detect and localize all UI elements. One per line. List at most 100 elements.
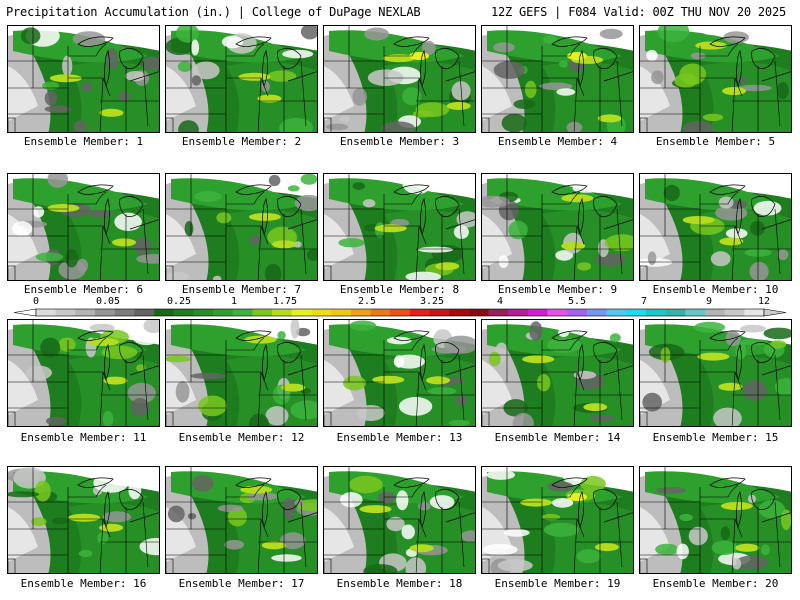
- colorbar-swatches: [13, 308, 787, 317]
- ensemble-map-panel: [165, 173, 318, 281]
- colorbar-swatch: [468, 309, 489, 316]
- ensemble-member-label: Ensemble Member: 18: [336, 577, 463, 590]
- precip-map: [8, 26, 159, 132]
- ensemble-member-label: Ensemble Member: 16: [20, 577, 147, 590]
- ensemble-map-panel: [7, 25, 160, 133]
- colorbar-swatch: [744, 309, 765, 316]
- ensemble-map-panel: [165, 319, 318, 427]
- ensemble-member-label: Ensemble Member: 8: [339, 283, 460, 296]
- colorbar-swatch: [665, 309, 686, 316]
- precip-map: [166, 26, 317, 132]
- ensemble-member-label: Ensemble Member: 2: [181, 135, 302, 148]
- ensemble-member-label: Ensemble Member: 12: [178, 431, 305, 444]
- precip-map: [640, 467, 791, 573]
- ensemble-map-panel: [7, 173, 160, 281]
- model-run-info: 12Z GEFS | F084 Valid: 00Z THU NOV 20 20…: [490, 5, 786, 19]
- precip-map: [166, 467, 317, 573]
- colorbar-swatch: [291, 309, 312, 316]
- colorbar-tick-label: 12: [757, 296, 771, 307]
- colorbar-swatch: [272, 309, 293, 316]
- precip-map: [482, 467, 633, 573]
- ensemble-member-label: Ensemble Member: 13: [336, 431, 463, 444]
- ensemble-member-label: Ensemble Member: 17: [178, 577, 305, 590]
- colorbar-tick-label: 2.5: [357, 296, 377, 307]
- colorbar-swatch: [173, 309, 194, 316]
- ensemble-map-panel: [7, 466, 160, 574]
- colorbar-swatch: [409, 309, 430, 316]
- ensemble-member-label: Ensemble Member: 9: [497, 283, 618, 296]
- ensemble-member-label: Ensemble Member: 7: [181, 283, 302, 296]
- precip-map: [166, 174, 317, 280]
- ensemble-map-panel: [481, 25, 634, 133]
- colorbar-tick-label: 0.05: [95, 296, 121, 307]
- colorbar-swatch: [567, 309, 588, 316]
- colorbar-swatch: [586, 309, 607, 316]
- precip-map: [482, 26, 633, 132]
- ensemble-member-label: Ensemble Member: 3: [339, 135, 460, 148]
- chart-title: Precipitation Accumulation (in.) | Colle…: [6, 5, 421, 19]
- colorbar-swatch: [311, 309, 332, 316]
- precip-map: [8, 320, 159, 426]
- ensemble-map-panel: [481, 173, 634, 281]
- colorbar-swatch: [252, 309, 273, 316]
- colorbar-tick-label: 3.25: [419, 296, 445, 307]
- colorbar-swatch: [606, 309, 627, 316]
- ensemble-member-label: Ensemble Member: 20: [652, 577, 779, 590]
- colorbar-swatch: [114, 309, 135, 316]
- colorbar-swatch: [704, 309, 725, 316]
- precip-map: [640, 320, 791, 426]
- precip-map: [482, 320, 633, 426]
- colorbar-swatch: [527, 309, 548, 316]
- colorbar-tick-label: 5.5: [567, 296, 587, 307]
- ensemble-member-label: Ensemble Member: 10: [652, 283, 779, 296]
- ensemble-member-label: Ensemble Member: 1: [23, 135, 144, 148]
- precip-map: [324, 467, 475, 573]
- ensemble-map-panel: [481, 466, 634, 574]
- colorbar-swatch: [449, 309, 470, 316]
- ensemble-map-panel: [165, 25, 318, 133]
- precip-map: [640, 174, 791, 280]
- colorbar-swatch: [55, 309, 76, 316]
- ensemble-map-panel: [323, 25, 476, 133]
- ensemble-member-label: Ensemble Member: 15: [652, 431, 779, 444]
- colorbar-tick-label: 0.25: [166, 296, 192, 307]
- precip-map: [324, 26, 475, 132]
- colorbar-swatch: [154, 309, 175, 316]
- ensemble-map-panel: [639, 319, 792, 427]
- colorbar-swatch: [213, 309, 234, 316]
- ensemble-member-label: Ensemble Member: 5: [655, 135, 776, 148]
- colorbar-swatch: [232, 309, 253, 316]
- colorbar-swatch: [508, 309, 529, 316]
- precip-map: [482, 174, 633, 280]
- precip-map: [324, 174, 475, 280]
- colorbar-swatch: [193, 309, 214, 316]
- ensemble-map-panel: [639, 25, 792, 133]
- ensemble-map-panel: [481, 319, 634, 427]
- ensemble-map-panel: [639, 466, 792, 574]
- precip-map: [166, 320, 317, 426]
- colorbar-tick-label: 0: [32, 296, 40, 307]
- ensemble-map-panel: [323, 173, 476, 281]
- colorbar-swatch: [95, 309, 116, 316]
- colorbar-swatch: [134, 309, 155, 316]
- ensemble-member-label: Ensemble Member: 6: [23, 283, 144, 296]
- ensemble-map-panel: [323, 319, 476, 427]
- precip-map: [8, 174, 159, 280]
- ensemble-map-panel: [323, 466, 476, 574]
- ensemble-member-label: Ensemble Member: 14: [494, 431, 621, 444]
- colorbar-swatch: [370, 309, 391, 316]
- colorbar-swatch: [724, 309, 745, 316]
- ensemble-member-label: Ensemble Member: 19: [494, 577, 621, 590]
- precip-map: [324, 320, 475, 426]
- ensemble-member-label: Ensemble Member: 4: [497, 135, 618, 148]
- colorbar-swatch: [547, 309, 568, 316]
- colorbar-swatch: [626, 309, 647, 316]
- colorbar-tick-label: 4: [496, 296, 504, 307]
- colorbar-swatch: [685, 309, 706, 316]
- colorbar-swatch: [350, 309, 371, 316]
- precip-map: [8, 467, 159, 573]
- colorbar-tick-label: 7: [640, 296, 648, 307]
- colorbar-tick-label: 9: [705, 296, 713, 307]
- colorbar-swatch: [36, 309, 56, 316]
- precip-map: [640, 26, 791, 132]
